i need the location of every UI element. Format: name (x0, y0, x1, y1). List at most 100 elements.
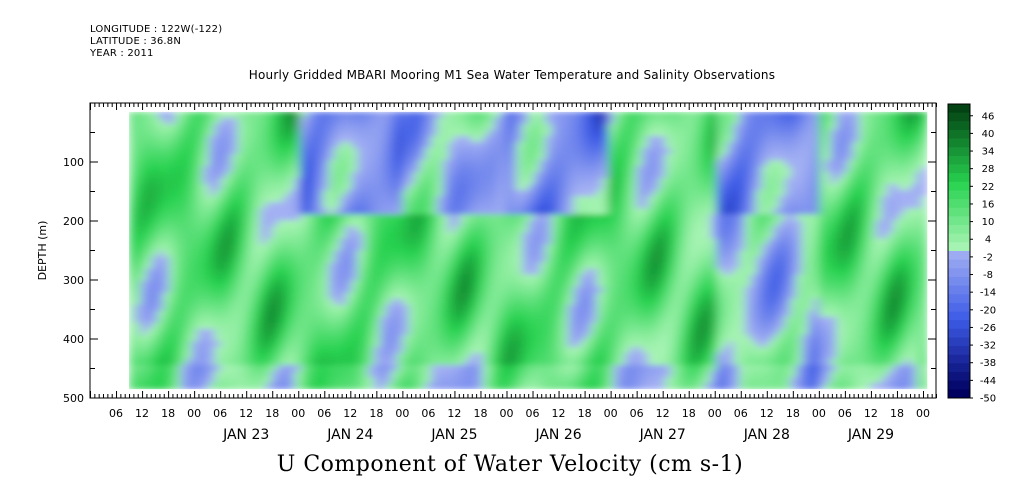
heatmap-cell (374, 111, 381, 119)
heatmap-cell (231, 280, 238, 288)
heatmap-cell (317, 371, 324, 378)
heatmap-cell (471, 117, 478, 125)
heatmap-cell (174, 154, 181, 161)
heatmap-cell (340, 328, 347, 336)
heatmap-cell (265, 160, 273, 167)
heatmap-cell (283, 334, 290, 342)
heatmap-cell (550, 262, 558, 270)
heatmap-cell (305, 202, 313, 209)
heatmap-cell (722, 178, 729, 185)
heatmap-cell (248, 286, 256, 294)
heatmap-cell (516, 238, 524, 246)
heatmap-cell (305, 226, 313, 234)
heatmap-cell (140, 202, 147, 209)
heatmap-cell (442, 148, 449, 155)
heatmap-cell (408, 262, 415, 270)
heatmap-cell (340, 220, 347, 227)
heatmap-cell (459, 178, 467, 185)
heatmap-cell (442, 304, 449, 312)
heatmap-cell (528, 148, 535, 155)
heatmap-cell (613, 135, 621, 143)
heatmap-cell (294, 202, 301, 209)
heatmap-cell (379, 280, 387, 288)
heatmap-cell (271, 322, 278, 330)
heatmap-cell (220, 154, 227, 161)
heatmap-cell (265, 250, 273, 258)
heatmap-cell (511, 160, 518, 167)
heatmap-cell (157, 250, 164, 258)
heatmap-cell (288, 214, 295, 221)
heatmap-cell (214, 322, 221, 330)
heatmap-cell (465, 383, 472, 390)
heatmap-cell (699, 214, 706, 221)
heatmap-cell (505, 160, 512, 167)
heatmap-cell (727, 178, 735, 185)
heatmap-cell (419, 292, 427, 300)
heatmap-cell (670, 292, 678, 300)
heatmap-cell (425, 365, 432, 372)
heatmap-cell (288, 383, 295, 390)
heatmap-cell (283, 280, 290, 288)
heatmap-cell (271, 310, 278, 318)
heatmap-cell (642, 274, 649, 282)
heatmap-cell (550, 178, 558, 185)
heatmap-cell (568, 383, 575, 390)
heatmap-cell (488, 334, 495, 342)
heatmap-cell (357, 371, 364, 378)
heatmap-cell (682, 154, 689, 161)
heatmap-cell (744, 160, 752, 167)
heatmap-cell (140, 111, 147, 119)
heatmap-cell (163, 250, 170, 258)
heatmap-cell (163, 316, 170, 324)
heatmap-cell (448, 322, 455, 330)
heatmap-cell (642, 383, 649, 390)
heatmap-cell (613, 365, 621, 372)
heatmap-cell (397, 117, 404, 125)
heatmap-cell (682, 226, 689, 234)
heatmap-cell (425, 328, 432, 336)
heatmap-cell (436, 250, 444, 258)
heatmap-cell (357, 160, 364, 167)
heatmap-cell (163, 280, 170, 288)
heatmap-cell (579, 340, 586, 348)
heatmap-cell (613, 256, 621, 264)
heatmap-cell (704, 190, 712, 197)
heatmap-cell (322, 226, 330, 234)
heatmap-cell (647, 250, 655, 258)
heatmap-cell (260, 154, 267, 161)
heatmap-cell (163, 190, 170, 197)
heatmap-cell (568, 123, 575, 131)
heatmap-cell (425, 310, 432, 318)
heatmap-cell (630, 292, 638, 300)
heatmap-cell (436, 280, 444, 288)
heatmap-cell (573, 352, 581, 360)
heatmap-cell (402, 340, 410, 348)
heatmap-cell (533, 286, 541, 294)
heatmap-cell (277, 238, 284, 246)
heatmap-cell (454, 172, 461, 179)
heatmap-cell (322, 322, 330, 330)
heatmap-cell (550, 328, 558, 336)
heatmap-cell (465, 154, 472, 161)
heatmap-cell (653, 148, 660, 155)
heatmap-cell (710, 322, 717, 330)
heatmap-cell (225, 256, 233, 264)
heatmap-cell (340, 141, 347, 149)
heatmap-cell (197, 172, 204, 179)
heatmap-cell (562, 148, 569, 155)
heatmap-cell (590, 371, 598, 378)
heatmap-cell (596, 322, 603, 330)
heatmap-cell (710, 274, 717, 282)
heatmap-cell (493, 214, 501, 221)
heatmap-cell (425, 280, 432, 288)
heatmap-cell (134, 238, 142, 246)
heatmap-cell (573, 160, 581, 167)
heatmap-cell (277, 190, 284, 197)
heatmap-cell (482, 346, 489, 354)
heatmap-cell (653, 232, 660, 240)
heatmap-cell (676, 226, 683, 234)
heatmap-cell (442, 166, 449, 173)
heatmap-cell (482, 280, 489, 288)
heatmap-cell (619, 274, 626, 282)
heatmap-cell (322, 160, 330, 167)
